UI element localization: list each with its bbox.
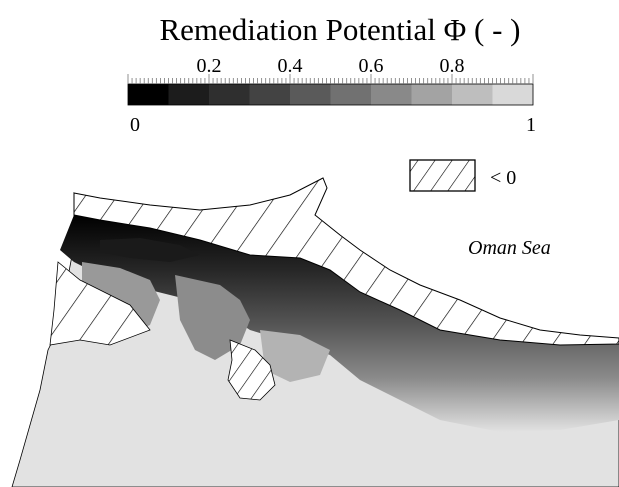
colorbar-max-label: 1 [526, 114, 536, 136]
colorbar-swatch [128, 84, 169, 105]
map: Oman Sea [11, 177, 619, 487]
colorbar-tick-label: 0.6 [359, 55, 384, 77]
colorbar-swatch [168, 84, 210, 105]
colorbar-swatch [492, 84, 534, 105]
colorbar: 0.2 0.4 0.6 0.8 0 1 [127, 55, 536, 136]
potential-patch-south [260, 330, 330, 382]
hatched-region-coast [73, 177, 619, 346]
colorbar-swatch [290, 84, 331, 105]
coastal-potential-band [60, 215, 619, 432]
hatch-legend: < 0 [409, 159, 516, 192]
potential-patch-dark-west [100, 238, 200, 262]
figure-title: Remediation Potential Φ ( - ) [160, 12, 521, 47]
hatched-region-south [227, 339, 276, 401]
colorbar-tick-label: 0.4 [278, 55, 303, 77]
colorbar-swatch [411, 84, 453, 105]
colorbar-min-label: 0 [130, 114, 140, 136]
colorbar-swatch [371, 84, 412, 105]
colorbar-swatches [127, 83, 534, 106]
colorbar-tick-label: 0.2 [197, 55, 222, 77]
colorbar-minor-ticks [127, 74, 534, 84]
colorbar-swatch [452, 84, 493, 105]
colorbar-major-tick-labels: 0.2 0.4 0.6 0.8 [197, 55, 465, 77]
potential-patch-central [175, 275, 250, 360]
hatch-legend-label: < 0 [490, 167, 516, 189]
sea-label: Oman Sea [468, 237, 551, 259]
colorbar-tick-label: 0.8 [440, 55, 465, 77]
hatch-legend-swatch [409, 159, 476, 192]
colorbar-swatch [330, 84, 372, 105]
colorbar-swatch [249, 84, 291, 105]
colorbar-swatch [209, 84, 250, 105]
hatched-region-west [49, 261, 151, 346]
